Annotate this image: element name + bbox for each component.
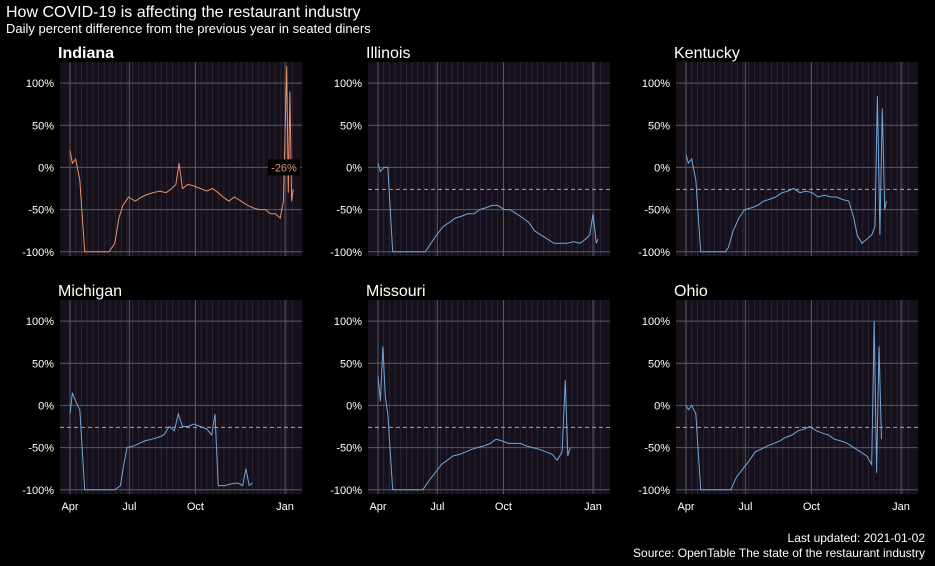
y-tick-label: -100% [22,247,54,259]
y-tick-label: 50% [340,358,362,370]
panel-title-michigan: Michigan [58,283,122,300]
x-tick-label: Jan [892,501,910,513]
series-line-kentucky [685,95,887,253]
y-tick-label: 50% [340,120,362,132]
source-note: Source: OpenTable The state of the resta… [633,546,925,560]
y-tick-label: -50% [644,205,670,217]
x-tick-label: Jul [738,501,752,513]
y-tick-label: 0% [346,162,362,174]
panel-title-indiana: Indiana [58,45,114,62]
panel-background-michigan [60,300,302,494]
x-tick-label: Jul [430,501,444,513]
series-line-ohio [685,321,882,491]
panel-title-ohio: Ohio [674,283,708,300]
y-tick-label: 50% [648,358,670,370]
y-tick-label: -50% [336,205,362,217]
value-label-bg [268,159,300,176]
x-tick-label: Apr [369,501,386,513]
x-tick-label: Jul [122,501,136,513]
last-updated-note: Last updated: 2021-01-02 [787,531,925,545]
y-tick-label: 0% [654,400,670,412]
panel-title-illinois: Illinois [366,45,410,62]
panel-background-illinois [368,62,610,256]
panel-title-kentucky: Kentucky [674,45,740,62]
x-tick-label: Oct [803,501,820,513]
y-tick-label: -50% [336,443,362,455]
y-tick-label: 50% [32,358,54,370]
y-tick-label: 0% [38,162,54,174]
y-tick-label: -50% [644,443,670,455]
x-tick-label: Jan [276,501,294,513]
y-tick-label: 100% [642,78,670,90]
y-tick-label: 50% [32,120,54,132]
x-tick-label: Jan [584,501,602,513]
x-tick-label: Apr [61,501,78,513]
x-tick-label: Apr [677,501,694,513]
series-line-indiana [69,66,294,253]
y-tick-label: -100% [22,485,54,497]
x-tick-label: Oct [187,501,204,513]
y-tick-label: -100% [330,247,362,259]
y-tick-label: -100% [638,485,670,497]
y-tick-label: -100% [638,247,670,259]
panel-title-missouri: Missouri [366,283,426,300]
y-tick-label: -50% [28,443,54,455]
y-tick-label: 0% [346,400,362,412]
y-tick-label: 0% [38,400,54,412]
panel-background-indiana [60,62,302,256]
y-tick-label: 100% [334,78,362,90]
panel-background-missouri [368,300,610,494]
series-line-missouri [377,346,571,491]
y-tick-label: 100% [26,316,54,328]
panel-background-ohio [676,300,918,494]
y-tick-label: 100% [26,78,54,90]
value-label: -26% [271,162,297,174]
y-tick-label: 100% [642,316,670,328]
chart-subtitle: Daily percent difference from the previo… [6,21,371,36]
y-tick-label: -100% [330,485,362,497]
series-line-michigan [69,392,253,491]
x-tick-label: Oct [495,501,512,513]
chart-title: How COVID-19 is affecting the restaurant… [6,4,361,21]
y-tick-label: 50% [648,120,670,132]
series-line-illinois [377,163,599,253]
y-tick-label: -50% [28,205,54,217]
y-tick-label: 100% [334,316,362,328]
y-tick-label: 0% [654,162,670,174]
panel-background-kentucky [676,62,918,256]
